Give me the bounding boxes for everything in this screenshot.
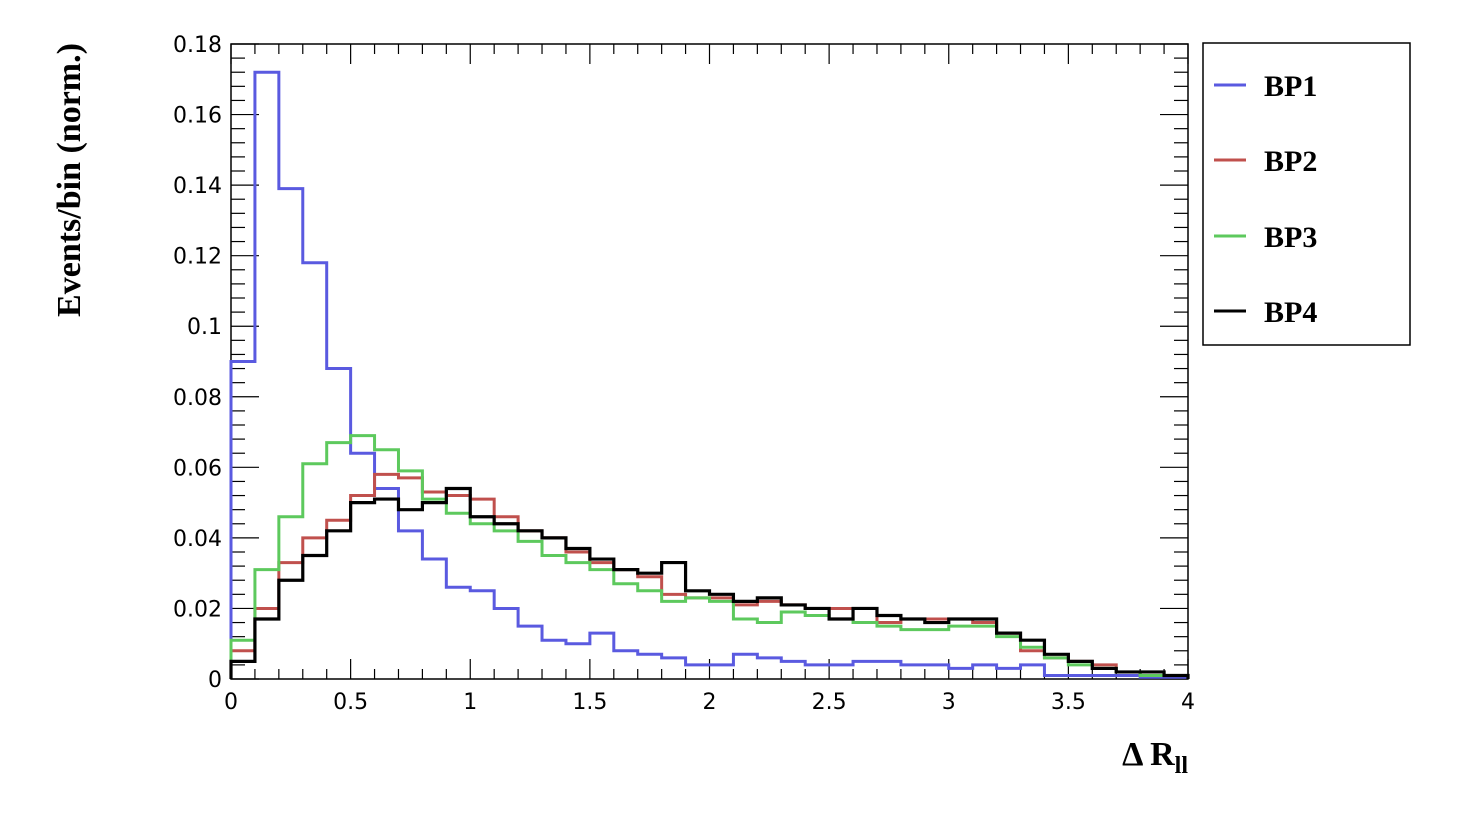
series-bp1-line: [229, 70, 1190, 679]
axis-ticks: [230, 43, 1189, 680]
legend-label-bp1: BP1: [1264, 70, 1317, 103]
x-tick-label: 1.5: [572, 690, 607, 715]
y-tick-label: 0.06: [173, 456, 222, 481]
plot-frame: [230, 43, 1189, 680]
x-tick-label: 0.5: [333, 690, 368, 715]
x-tick-label: 1: [463, 690, 477, 715]
series-bp3-line: [229, 434, 1190, 679]
x-axis-title-sub: ll: [1175, 753, 1189, 779]
x-tick-labels: 0 0.5 1 1.5 2 2.5 3 3.5 4: [224, 690, 1195, 715]
legend-label-bp4: BP4: [1264, 296, 1317, 329]
legend-label-bp3: BP3: [1264, 221, 1317, 254]
y-tick-label: 0: [208, 668, 222, 693]
y-tick-labels: 0 0.02 0.04 0.06 0.08 0.1 0.12 0.14 0.16 0.18: [173, 33, 222, 693]
x-tick-label: 0: [224, 690, 238, 715]
legend-box: [1202, 42, 1411, 346]
x-axis-title: Δ Rll: [1122, 736, 1188, 779]
x-tick-label: 4: [1181, 690, 1195, 715]
x-tick-label: 2: [703, 690, 717, 715]
x-tick-label: 3.5: [1051, 690, 1086, 715]
y-tick-label: 0.1: [187, 315, 222, 340]
data-series: [229, 70, 1190, 679]
plot-area: [230, 43, 1189, 680]
legend-entries: BP1 BP2 BP3 BP4: [1214, 70, 1317, 329]
x-tick-label: 2.5: [812, 690, 847, 715]
y-tick-label: 0.08: [173, 386, 222, 411]
legend: BP1 BP2 BP3 BP4: [1202, 42, 1411, 346]
y-tick-label: 0.12: [173, 245, 222, 270]
legend-label-bp2: BP2: [1264, 145, 1317, 178]
y-tick-label: 0.18: [173, 33, 222, 58]
y-tick-label: 0.14: [173, 174, 222, 199]
y-tick-label: 0.04: [173, 527, 222, 552]
y-tick-label: 0.16: [173, 104, 222, 129]
y-tick-label: 0.02: [173, 597, 222, 622]
y-axis-title: Events/bin (norm.): [51, 43, 88, 317]
x-tick-label: 3: [942, 690, 956, 715]
series-bp4-line: [229, 486, 1190, 679]
x-axis-title-main: Δ R: [1122, 736, 1175, 773]
series-bp2-line: [229, 472, 1190, 679]
